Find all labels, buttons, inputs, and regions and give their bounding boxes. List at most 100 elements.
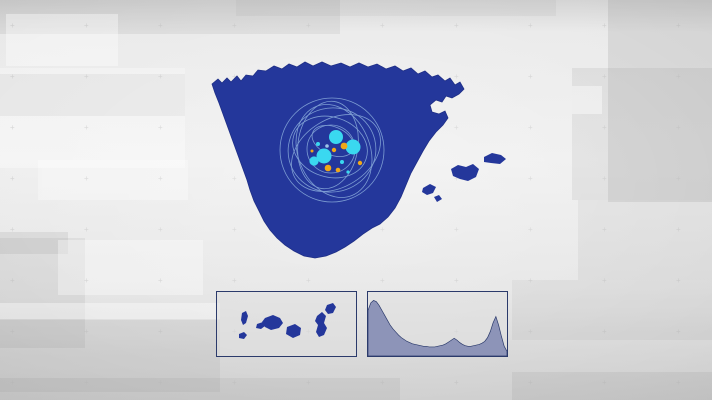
grid-crosshair: + bbox=[84, 226, 89, 234]
grid-crosshair: + bbox=[232, 175, 237, 183]
grid-crosshair: + bbox=[454, 73, 459, 81]
bubble-marker-8[interactable] bbox=[331, 147, 337, 153]
grid-crosshair: + bbox=[158, 73, 163, 81]
grid-crosshair: + bbox=[84, 379, 89, 387]
bubble-marker-12[interactable] bbox=[340, 160, 344, 164]
grid-crosshair: + bbox=[528, 22, 533, 30]
grid-crosshair: + bbox=[454, 22, 459, 30]
bg-panel-15 bbox=[578, 200, 712, 280]
grid-crosshair: + bbox=[676, 22, 681, 30]
grid-crosshair: + bbox=[10, 22, 15, 30]
grid-crosshair: + bbox=[84, 73, 89, 81]
grid-crosshair: + bbox=[602, 277, 607, 285]
grid-crosshair: + bbox=[10, 379, 15, 387]
bg-panel-11 bbox=[0, 320, 220, 392]
canary-islands-shapes bbox=[239, 303, 336, 339]
map-balearic-islands bbox=[422, 153, 506, 202]
bg-panel-10 bbox=[0, 303, 220, 319]
grid-crosshair: + bbox=[528, 328, 533, 336]
bubble-marker-9[interactable] bbox=[357, 160, 363, 166]
bubble-marker-2[interactable] bbox=[345, 139, 361, 155]
grid-crosshair: + bbox=[10, 328, 15, 336]
bg-panel-1 bbox=[0, 0, 340, 34]
bubble-marker-10[interactable] bbox=[316, 142, 320, 146]
area-chart bbox=[368, 300, 507, 356]
grid-crosshair: + bbox=[158, 22, 163, 30]
grid-crosshair: + bbox=[306, 22, 311, 30]
bg-panel-4 bbox=[0, 74, 185, 116]
grid-crosshair: + bbox=[454, 175, 459, 183]
bubble-marker-7[interactable] bbox=[335, 167, 341, 173]
grid-crosshair: + bbox=[380, 277, 385, 285]
elevation-profile-inset[interactable] bbox=[367, 291, 508, 357]
map-peninsula bbox=[211, 61, 465, 259]
grid-crosshair: + bbox=[158, 226, 163, 234]
grid-crosshair: + bbox=[306, 277, 311, 285]
bg-panel-17 bbox=[512, 372, 712, 400]
canary-islands-inset[interactable] bbox=[216, 291, 357, 357]
bubble-marker-1[interactable] bbox=[329, 130, 343, 144]
bg-panel-19 bbox=[236, 0, 556, 16]
bubble-marker-13[interactable] bbox=[346, 170, 350, 174]
grid-crosshair: + bbox=[380, 22, 385, 30]
map-bubble-markers bbox=[309, 130, 363, 174]
grid-crosshair: + bbox=[10, 277, 15, 285]
grid-crosshair: + bbox=[602, 379, 607, 387]
grid-crosshair: + bbox=[10, 226, 15, 234]
bg-panel-2 bbox=[6, 14, 118, 66]
grid-crosshair: + bbox=[380, 379, 385, 387]
grid-crosshair: + bbox=[676, 175, 681, 183]
grid-crosshair: + bbox=[84, 124, 89, 132]
grid-crosshair: + bbox=[158, 124, 163, 132]
bg-panel-14 bbox=[572, 86, 602, 114]
grid-crosshair: + bbox=[454, 379, 459, 387]
grid-crosshair: + bbox=[232, 73, 237, 81]
grid-crosshair: + bbox=[232, 277, 237, 285]
grid-crosshair: + bbox=[158, 277, 163, 285]
bg-panel-16 bbox=[512, 280, 712, 340]
grid-crosshair: + bbox=[528, 226, 533, 234]
bg-panel-8 bbox=[0, 238, 85, 348]
grid-crosshair: + bbox=[676, 277, 681, 285]
bubble-marker-14[interactable] bbox=[310, 149, 314, 153]
grid-crosshair: + bbox=[84, 328, 89, 336]
grid-crosshair: + bbox=[454, 226, 459, 234]
bubble-marker-6[interactable] bbox=[324, 164, 332, 172]
bg-panel-7 bbox=[0, 232, 68, 254]
bg-panel-9 bbox=[58, 240, 203, 295]
bg-panel-6 bbox=[38, 160, 188, 200]
grid-crosshair: + bbox=[602, 73, 607, 81]
grid-crosshair: + bbox=[454, 124, 459, 132]
grid-crosshair: + bbox=[676, 73, 681, 81]
grid-crosshair: + bbox=[528, 73, 533, 81]
grid-crosshair: + bbox=[232, 226, 237, 234]
bg-panel-13 bbox=[572, 68, 712, 200]
bubble-marker-11[interactable] bbox=[325, 144, 329, 148]
grid-crosshair: + bbox=[10, 73, 15, 81]
grid-crosshair: + bbox=[232, 22, 237, 30]
grid-crosshair: + bbox=[528, 277, 533, 285]
grid-crosshair: + bbox=[84, 22, 89, 30]
grid-crosshair: + bbox=[306, 379, 311, 387]
bg-panel-3 bbox=[0, 68, 185, 116]
grid-crosshair: + bbox=[676, 124, 681, 132]
grid-crosshair: + bbox=[602, 22, 607, 30]
bubble-marker-5[interactable] bbox=[340, 142, 348, 150]
bubble-marker-4[interactable] bbox=[309, 156, 319, 166]
grid-crosshair: + bbox=[602, 328, 607, 336]
grid-crosshair: + bbox=[232, 379, 237, 387]
bubble-marker-3[interactable] bbox=[316, 148, 332, 164]
grid-crosshair: + bbox=[602, 226, 607, 234]
grid-crosshair: + bbox=[528, 379, 533, 387]
grid-crosshair: + bbox=[84, 175, 89, 183]
grid-crosshair: + bbox=[676, 328, 681, 336]
grid-crosshair: + bbox=[380, 226, 385, 234]
grid-crosshair: + bbox=[676, 379, 681, 387]
grid-crosshair: + bbox=[676, 226, 681, 234]
grid-crosshair: + bbox=[10, 175, 15, 183]
spain-map bbox=[196, 45, 526, 280]
grid-crosshair: + bbox=[528, 124, 533, 132]
map-orbit-rings bbox=[279, 97, 385, 203]
grid-crosshair: + bbox=[10, 124, 15, 132]
